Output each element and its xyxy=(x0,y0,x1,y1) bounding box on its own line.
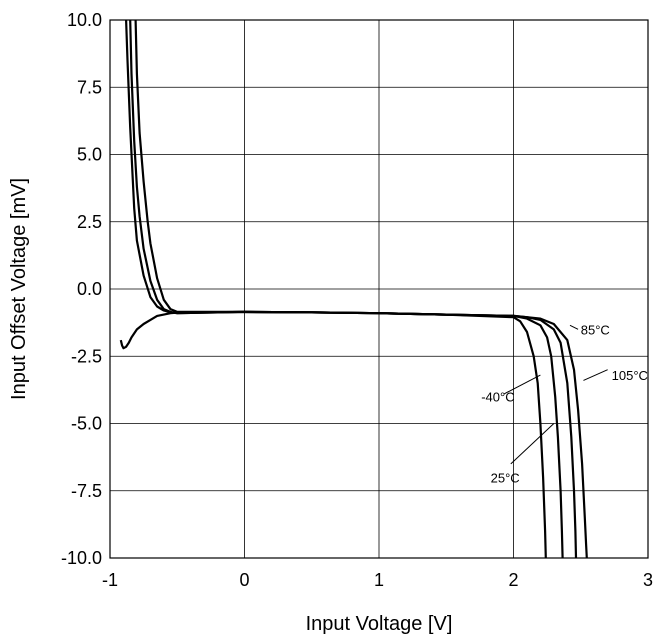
x-tick-label: 1 xyxy=(374,570,384,590)
plot-frame xyxy=(109,19,649,559)
y-tick-label: -10.0 xyxy=(61,548,102,568)
y-tick-label: -5.0 xyxy=(71,414,102,434)
temperature-label: 105°C xyxy=(612,368,648,383)
x-axis-title: Input Voltage [V] xyxy=(306,613,453,635)
x-tick-label: 2 xyxy=(508,570,518,590)
series-line xyxy=(119,310,547,559)
x-tick-label: -1 xyxy=(102,570,118,590)
annotation-leader xyxy=(583,369,608,381)
temperature-label: 85°C xyxy=(581,322,610,337)
y-tick-labels: 10.0 7.5 5.0 2.5 0.0 -2.5 -5.0 -7.5 -10.0 xyxy=(61,10,102,568)
temperature-label: -40°C xyxy=(481,390,514,405)
y-tick-label: -2.5 xyxy=(71,346,102,366)
annotation-leader xyxy=(510,423,555,465)
x-tick-label: 0 xyxy=(239,570,249,590)
y-axis-title: Input Offset Voltage [mV] xyxy=(8,178,30,400)
y-tick-label: -7.5 xyxy=(71,481,102,501)
series-line xyxy=(134,19,588,559)
curves xyxy=(119,19,588,559)
temperature-label: 25°C xyxy=(491,470,520,485)
annotations: 85°C 105°C -40°C 25°C xyxy=(481,322,648,485)
y-tick-label: 7.5 xyxy=(77,77,102,97)
y-tick-label: 2.5 xyxy=(77,212,102,232)
y-tick-label: 0.0 xyxy=(77,279,102,299)
y-tick-label: 10.0 xyxy=(67,10,102,30)
y-tick-label: 5.0 xyxy=(77,145,102,165)
annotation-leader xyxy=(569,324,579,330)
grid xyxy=(109,19,649,559)
annotation-leader xyxy=(503,374,541,395)
x-tick-labels: -1 0 1 2 3 xyxy=(102,570,653,590)
x-tick-label: 3 xyxy=(643,570,653,590)
